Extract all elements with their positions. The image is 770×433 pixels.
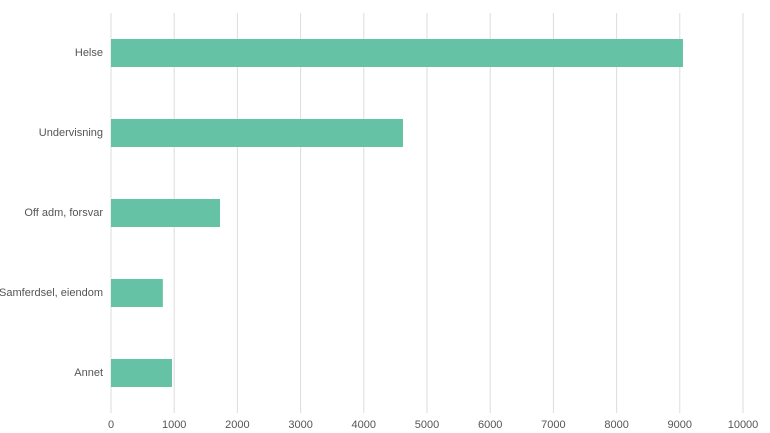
y-tick-label: Undervisning bbox=[39, 127, 103, 139]
x-tick-label: 4000 bbox=[352, 419, 376, 431]
x-tick-label: 3000 bbox=[288, 419, 312, 431]
x-tick-label: 6000 bbox=[478, 419, 502, 431]
x-tick-label: 2000 bbox=[225, 419, 249, 431]
x-tick-label: 10000 bbox=[728, 419, 759, 431]
x-tick-label: 8000 bbox=[604, 419, 628, 431]
bar bbox=[111, 119, 403, 147]
y-tick-label: Off adm, forsvar bbox=[24, 207, 103, 219]
bar bbox=[111, 39, 683, 67]
x-tick-label: 0 bbox=[108, 419, 114, 431]
bar bbox=[111, 279, 163, 307]
x-tick-label: 5000 bbox=[415, 419, 439, 431]
x-tick-label: 9000 bbox=[668, 419, 692, 431]
y-tick-label: Samferdsel, eiendom bbox=[0, 287, 103, 299]
y-tick-label: Annet bbox=[74, 367, 103, 379]
x-tick-label: 1000 bbox=[162, 419, 186, 431]
bar bbox=[111, 359, 172, 387]
y-tick-label: Helse bbox=[75, 47, 103, 59]
bar bbox=[111, 199, 221, 227]
x-tick-label: 7000 bbox=[541, 419, 565, 431]
